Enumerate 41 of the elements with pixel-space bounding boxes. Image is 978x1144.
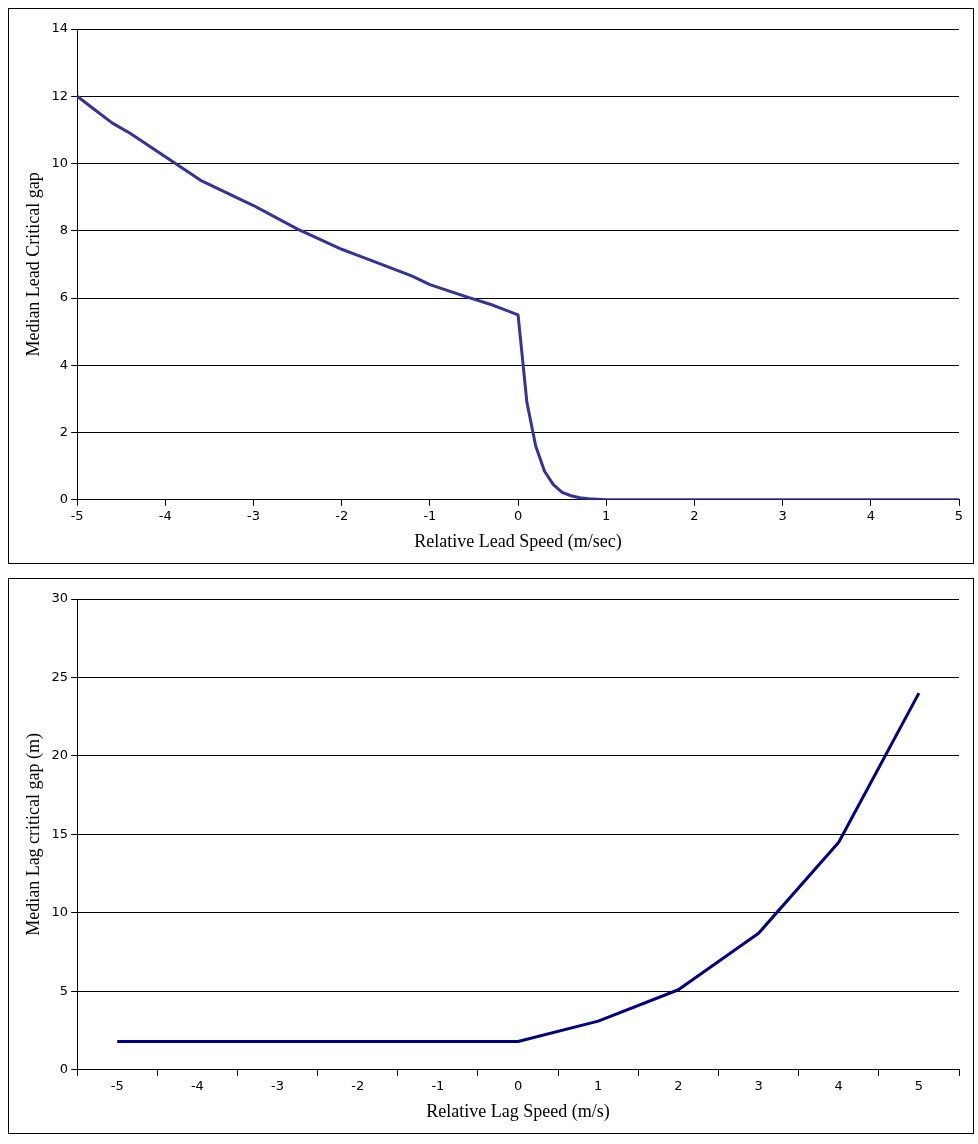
y-tick-label: 0 (59, 1061, 69, 1077)
x-tick-label: 0 (513, 507, 523, 523)
x-tick-label: 3 (778, 507, 787, 523)
y-axis-title: Median Lag critical gap (m) (22, 732, 44, 936)
y-tick-label: 20 (51, 747, 69, 763)
x-tick-label: 5 (954, 507, 964, 523)
y-tick-label: 12 (51, 87, 69, 103)
y-axis-title: Median Lead Critical gap (22, 172, 43, 357)
x-tick-label: -1 (431, 1077, 445, 1093)
x-tick-label: 1 (594, 1077, 603, 1093)
x-tick-label: -5 (70, 507, 84, 523)
x-axis-title: Relative Lead Speed (m/sec) (414, 530, 622, 552)
x-axis-title: Relative Lag Speed (m/s) (426, 1100, 610, 1122)
x-tick-label: 2 (674, 1077, 683, 1093)
x-tick-label: -3 (247, 507, 260, 523)
y-tick-label: 5 (59, 982, 69, 998)
x-tick-label: -5 (110, 1077, 124, 1093)
y-tick-label: 2 (59, 423, 69, 439)
x-tick-label: 5 (914, 1077, 924, 1093)
y-tick-label: 8 (59, 222, 69, 238)
y-tick-label: 10 (51, 904, 69, 920)
y-tick-label: 30 (51, 590, 69, 606)
x-tick-label: 2 (690, 507, 699, 523)
x-tick-label: -2 (335, 507, 349, 523)
x-tick-label: 3 (754, 1077, 763, 1093)
y-tick-label: 0 (59, 491, 69, 507)
x-tick-label: 0 (513, 1077, 523, 1093)
y-tick-label: 25 (51, 668, 69, 684)
x-tick-label: -1 (423, 507, 437, 523)
y-tick-label: 4 (59, 356, 69, 372)
x-tick-label: -4 (158, 507, 172, 523)
x-tick-label: 1 (602, 507, 611, 523)
y-tick-label: 14 (51, 20, 69, 36)
y-tick-label: 10 (51, 154, 69, 170)
x-tick-label: -4 (190, 1077, 204, 1093)
x-tick-label: -2 (351, 1077, 365, 1093)
x-tick-label: 4 (834, 1077, 843, 1093)
x-tick-label: 4 (866, 507, 875, 523)
y-tick-label: 15 (51, 825, 69, 841)
x-tick-label: -3 (271, 1077, 285, 1093)
y-tick-label: 6 (59, 289, 69, 305)
